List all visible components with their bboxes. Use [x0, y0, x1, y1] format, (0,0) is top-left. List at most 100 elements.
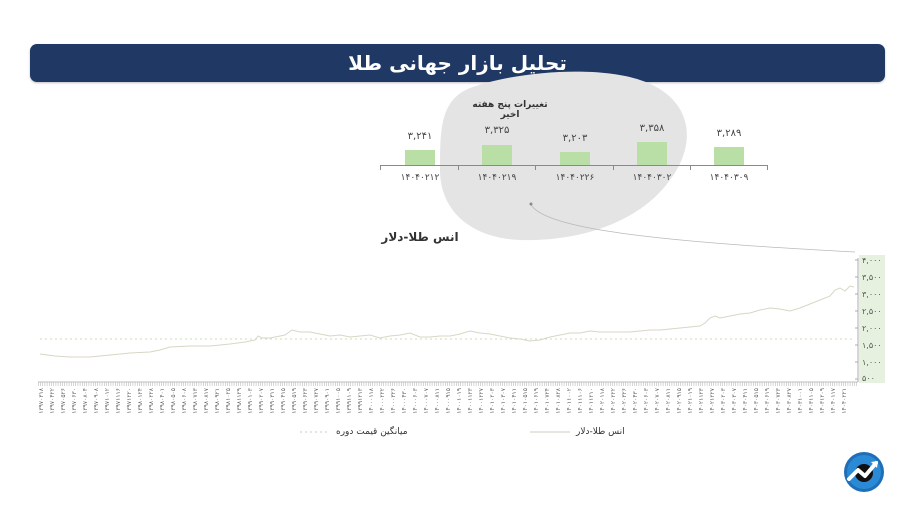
y-tick: ۵۰۰	[862, 374, 875, 383]
bar-label: ۱۴۰۴۰۲۱۹	[477, 173, 517, 183]
x-label: ۱۴۰۳۰۲۰۳	[720, 388, 727, 414]
x-label: ۱۴۰۳۱۱۰۵	[808, 388, 815, 414]
main-chart-title: انس طلا-دلار	[381, 230, 459, 244]
x-label: ۱۴۰۳۰۴۱۱	[742, 388, 749, 414]
bar-5	[714, 147, 744, 165]
x-label: ۱۴۰۳۱۰۰۱	[797, 388, 804, 414]
x-label: ۱۴۰۰۰۳۲۶	[390, 388, 397, 414]
y-axis-band	[859, 255, 885, 383]
mini-chart-title: تغییرات پنج هفته اخیر	[472, 100, 548, 120]
bar-3	[560, 152, 590, 165]
bar-label: ۱۴۰۴۰۳۰۹	[709, 173, 749, 183]
x-label: ۱۳۹۹۰۲۰۷	[258, 388, 265, 414]
x-label: ۱۳۹۹۱۰۰۵	[335, 388, 342, 414]
y-tick: ۲,۰۰۰	[862, 324, 882, 333]
x-label: ۱۴۰۴۰۲۲۱	[841, 388, 848, 414]
y-tick: ۴,۰۰۰	[862, 256, 882, 265]
legend-label: انس طلا-دلار	[576, 427, 625, 437]
bar-value: ۳,۳۵۸	[639, 123, 665, 134]
x-label: ۱۴۰۱۰۶۱۹	[533, 388, 540, 414]
axis-tick	[458, 165, 459, 170]
x-label: ۱۴۰۲۱۰۱۹	[687, 388, 694, 414]
x-label: ۱۴۰۱۰۷۲۴	[544, 388, 551, 414]
x-label: ۱۴۰۰۱۱۲۳	[467, 388, 474, 414]
x-label: ۱۴۰۲۰۶۰۳	[643, 388, 650, 414]
x-label: ۱۴۰۲۰۱۱۸	[599, 388, 606, 414]
x-label: ۱۴۰۱۱۲۱۰	[588, 388, 595, 414]
x-label: ۱۳۹۹۰۳۱۱	[269, 388, 276, 414]
legend-solid-line-icon	[530, 431, 570, 433]
bar-value: ۳,۲۸۹	[716, 128, 742, 139]
x-label: ۱۳۹۷۰۹۰۸	[93, 388, 100, 414]
axis-tick	[380, 165, 381, 170]
x-label: ۱۴۰۰۰۷۰۷	[423, 388, 430, 414]
bar-2	[482, 145, 512, 165]
x-label: ۱۴۰۲۱۱۲۳	[698, 388, 705, 414]
page-title: تحلیل بازار جهانی طلا	[348, 51, 567, 75]
x-label: ۱۳۹۷۰۶۳۰	[71, 388, 78, 414]
x-label: ۱۳۹۸۰۹۲۱	[214, 388, 221, 414]
x-label: ۱۴۰۳۰۶۱۹	[764, 388, 771, 414]
x-label: ۱۴۰۲۰۹۱۵	[676, 388, 683, 414]
x-label: ۱۴۰۱۰۳۰۷	[500, 388, 507, 414]
x-label: ۱۳۹۹۰۶۲۳	[302, 388, 309, 414]
x-label: ۱۳۹۸۰۷۱۳	[192, 388, 199, 414]
x-label: ۱۴۰۲۱۲۲۷	[709, 388, 716, 414]
legend-dotted-line-icon	[300, 431, 330, 433]
x-label: ۱۳۹۹۰۱۰۳	[247, 388, 254, 414]
x-label: ۱۳۹۷۱۲۲۰	[126, 388, 133, 414]
x-label: ۱۳۹۷۱۱۱۶	[115, 388, 122, 414]
x-label: ۱۴۰۲۰۲۲۲	[610, 388, 617, 414]
axis-tick	[690, 165, 691, 170]
connector-line	[530, 204, 856, 253]
axis-tick	[767, 165, 768, 170]
legend-label: میانگین قیمت دوره	[336, 427, 408, 437]
x-label: ۱۳۹۹۱۱۰۹	[346, 388, 353, 414]
x-label: ۱۴۰۰۱۰۱۹	[456, 388, 463, 414]
axis-tick	[613, 165, 614, 170]
mini-chart-axis	[380, 165, 768, 166]
x-label: ۱۴۰۰۰۹۱۵	[445, 388, 452, 414]
x-label: ۱۴۰۳۰۷۲۳	[775, 388, 782, 414]
x-label: ۱۴۰۳۰۸۲۷	[786, 388, 793, 414]
axis-tick	[535, 165, 536, 170]
x-label: ۱۳۹۷۱۰۱۲	[104, 388, 111, 414]
x-label: ۱۴۰۲۰۳۲۶	[621, 388, 628, 414]
x-label: ۱۴۰۳۰۳۰۷	[731, 388, 738, 414]
x-label: ۱۴۰۲۰۴۳۰	[632, 388, 639, 414]
bar-label: ۱۴۰۴۰۲۱۲	[400, 173, 440, 183]
x-label: ۱۳۹۹۰۴۱۵	[280, 388, 287, 414]
x-label: ۱۴۰۰۱۲۲۷	[478, 388, 485, 414]
bar-1	[405, 150, 435, 165]
title-bar: تحلیل بازار جهانی طلا	[30, 44, 885, 82]
x-label: ۱۴۰۰۰۸۱۱	[434, 388, 441, 414]
price-line	[39, 285, 855, 358]
brand-logo-icon	[844, 452, 884, 492]
x-label: ۱۳۹۸۰۱۲۴	[137, 388, 144, 414]
x-label: ۱۳۹۷۰۳۱۸	[38, 388, 45, 414]
x-label: ۱۴۰۱۱۰۰۲	[566, 388, 573, 414]
y-tick: ۳,۵۰۰	[862, 273, 882, 282]
x-label: ۱۳۹۹۰۵۱۹	[291, 388, 298, 414]
bar-label: ۱۴۰۴۰۲۲۶	[555, 173, 595, 183]
x-label: ۱۳۹۹۰۷۲۷	[313, 388, 320, 414]
bar-value: ۳,۳۲۵	[484, 125, 510, 136]
x-label: ۱۴۰۳۱۲۰۹	[819, 388, 826, 414]
x-label: ۱۳۹۸۰۸۱۷	[203, 388, 210, 414]
x-label: ۱۳۹۷۰۸۰۴	[82, 388, 89, 414]
legend-item-average: میانگین قیمت دوره	[300, 427, 408, 437]
x-label: ۱۴۰۰۰۱۱۸	[368, 388, 375, 414]
bar-4	[637, 142, 667, 165]
x-label: ۱۴۰۱۰۴۱۱	[511, 388, 518, 414]
bar-value: ۳,۲۰۳	[562, 133, 588, 144]
x-label: ۱۴۰۴۰۱۱۷	[830, 388, 837, 414]
x-label: ۱۴۰۳۰۵۱۵	[753, 388, 760, 414]
x-label: ۱۳۹۸۱۱۲۹	[236, 388, 243, 414]
x-label: ۱۴۰۰۰۴۳۰	[401, 388, 408, 414]
x-label: ۱۴۰۱۰۲۰۳	[489, 388, 496, 414]
y-tick: ۲,۵۰۰	[862, 307, 882, 316]
x-label: ۱۳۹۹۱۲۱۳	[357, 388, 364, 414]
bar-label: ۱۴۰۴۰۳۰۲	[632, 173, 672, 183]
x-label: ۱۴۰۰۰۲۲۲	[379, 388, 386, 414]
x-label: ۱۴۰۰۰۶۰۳	[412, 388, 419, 414]
